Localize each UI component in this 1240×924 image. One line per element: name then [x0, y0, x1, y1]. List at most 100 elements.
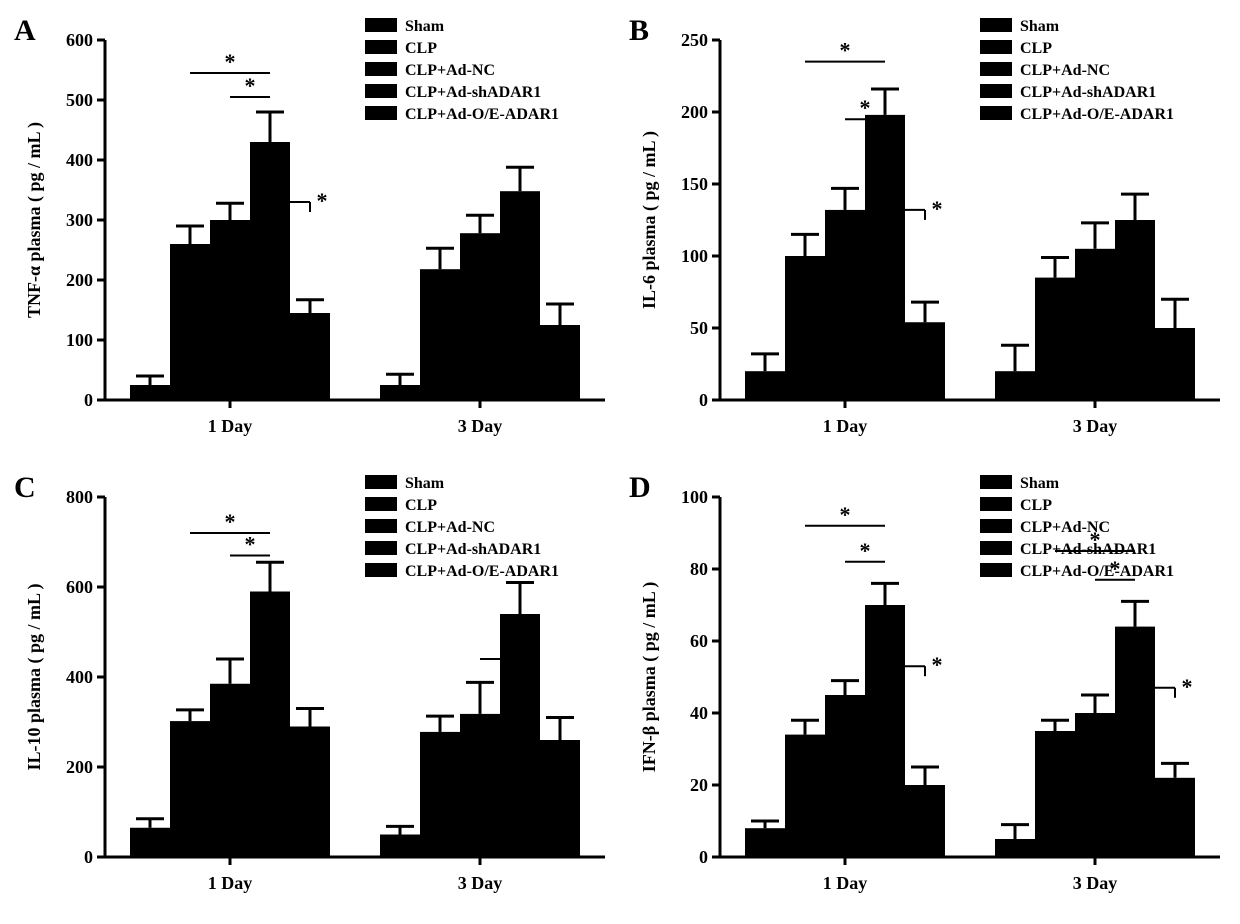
x-category: 3 Day [458, 416, 503, 436]
chart-D: 0204060801001 Day3 Day******IFN-β plasma… [625, 467, 1230, 912]
svg-text:80: 80 [690, 559, 708, 579]
y-axis-label: TNF-α plasma ( pg / mL ) [24, 122, 45, 318]
legend-swatch [980, 475, 1012, 489]
legend-label: CLP+Ad-shADAR1 [1020, 84, 1156, 101]
svg-text:*: * [225, 509, 236, 534]
bar [1035, 278, 1075, 400]
svg-text:0: 0 [84, 847, 93, 867]
legend-label: CLP+Ad-NC [405, 519, 495, 536]
svg-text:300: 300 [66, 210, 93, 230]
svg-text:*: * [317, 188, 328, 213]
bar [210, 684, 250, 857]
bar [745, 371, 785, 400]
bar [500, 191, 540, 400]
bar [825, 210, 865, 400]
x-category: 1 Day [823, 873, 868, 893]
x-category: 3 Day [458, 873, 503, 893]
panel-A: A 01002003004005006001 Day3 Day***TNF-α … [10, 10, 615, 457]
legend-label: CLP+Ad-O/E-ADAR1 [1020, 106, 1174, 123]
bar [1115, 627, 1155, 857]
legend-swatch [980, 541, 1012, 555]
panel-letter-D: D [629, 471, 651, 505]
svg-text:*: * [840, 38, 851, 63]
bar [380, 835, 420, 858]
legend-swatch [365, 475, 397, 489]
panel-B: B 0501001502002501 Day3 Day***IL-6 plasm… [625, 10, 1230, 457]
svg-text:*: * [527, 645, 538, 670]
svg-text:400: 400 [66, 667, 93, 687]
bar [745, 828, 785, 857]
x-category: 1 Day [823, 416, 868, 436]
svg-text:*: * [932, 652, 943, 677]
bar [130, 828, 170, 857]
legend-swatch [365, 40, 397, 54]
bar [250, 592, 290, 858]
legend-swatch [365, 84, 397, 98]
legend-label: CLP+Ad-shADAR1 [1020, 541, 1156, 558]
bar [1115, 220, 1155, 400]
bar [290, 727, 330, 858]
legend-label: Sham [1020, 475, 1060, 492]
bar [170, 721, 210, 857]
bar [460, 233, 500, 400]
legend-swatch [365, 563, 397, 577]
svg-text:*: * [932, 196, 943, 221]
legend-swatch [980, 563, 1012, 577]
svg-text:150: 150 [681, 174, 708, 194]
bar [785, 256, 825, 400]
bar [785, 735, 825, 857]
bar [1155, 328, 1195, 400]
legend-label: CLP [1020, 497, 1052, 514]
panel-D: D 0204060801001 Day3 Day******IFN-β plas… [625, 467, 1230, 914]
svg-text:500: 500 [66, 90, 93, 110]
x-category: 1 Day [208, 873, 253, 893]
panel-letter-B: B [629, 14, 649, 48]
svg-text:100: 100 [681, 487, 708, 507]
panel-C: C 02004006008001 Day3 Day***IL-10 plasma… [10, 467, 615, 914]
legend-swatch [980, 18, 1012, 32]
legend-label: CLP [1020, 40, 1052, 57]
y-axis-label: IL-10 plasma ( pg / mL ) [24, 583, 45, 770]
bar [420, 732, 460, 857]
legend-label: CLP+Ad-NC [405, 62, 495, 79]
bar [540, 740, 580, 857]
svg-text:600: 600 [66, 30, 93, 50]
legend-swatch [365, 62, 397, 76]
legend-label: CLP+Ad-O/E-ADAR1 [1020, 563, 1174, 580]
legend-swatch [365, 106, 397, 120]
legend-label: CLP [405, 40, 437, 57]
legend-swatch [365, 497, 397, 511]
legend-label: CLP [405, 497, 437, 514]
legend-label: CLP+Ad-shADAR1 [405, 541, 541, 558]
svg-text:0: 0 [699, 390, 708, 410]
legend-swatch [980, 519, 1012, 533]
svg-text:100: 100 [66, 330, 93, 350]
svg-text:*: * [245, 73, 256, 98]
bar [1035, 731, 1075, 857]
bar [460, 714, 500, 857]
svg-text:400: 400 [66, 150, 93, 170]
x-category: 3 Day [1073, 416, 1118, 436]
bar [1155, 778, 1195, 857]
svg-text:40: 40 [690, 703, 708, 723]
svg-text:250: 250 [681, 30, 708, 50]
bar [905, 322, 945, 400]
legend-label: CLP+Ad-O/E-ADAR1 [405, 106, 559, 123]
legend-label: CLP+Ad-NC [1020, 519, 1110, 536]
bar [865, 605, 905, 857]
svg-text:20: 20 [690, 775, 708, 795]
svg-text:200: 200 [681, 102, 708, 122]
chart-A: 01002003004005006001 Day3 Day***TNF-α pl… [10, 10, 615, 455]
legend-label: CLP+Ad-shADAR1 [405, 84, 541, 101]
bar [1075, 249, 1115, 400]
panel-letter-C: C [14, 471, 36, 505]
legend-swatch [365, 18, 397, 32]
bar [905, 785, 945, 857]
x-category: 3 Day [1073, 873, 1118, 893]
svg-text:200: 200 [66, 270, 93, 290]
bar [210, 220, 250, 400]
legend-label: Sham [1020, 18, 1060, 35]
y-axis-label: IFN-β plasma ( pg / mL ) [639, 582, 660, 773]
bar [825, 695, 865, 857]
legend-swatch [365, 519, 397, 533]
